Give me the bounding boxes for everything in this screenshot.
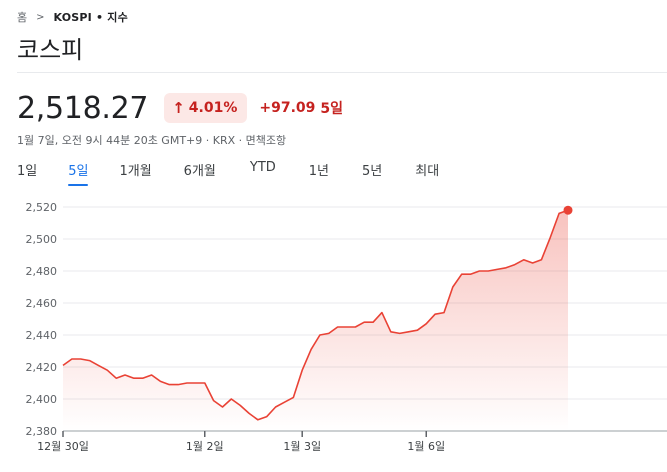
y-tick-label: 2,480 <box>26 265 58 278</box>
price-row: 2,518.27 ↑ 4.01% +97.09 5일 <box>17 88 343 128</box>
y-tick-label: 2,380 <box>26 425 58 438</box>
price-area <box>63 210 568 431</box>
change-absolute: +97.09 <box>259 100 316 116</box>
current-price: 2,518.27 <box>17 90 149 126</box>
page-title: 코스피 <box>17 36 84 64</box>
tab-6m[interactable]: 6개월 <box>183 164 216 179</box>
tab-1m[interactable]: 1개월 <box>119 164 152 179</box>
y-tick-label: 2,400 <box>26 393 58 406</box>
x-tick-label: 1월 6일 <box>407 439 445 453</box>
y-tick-label: 2,440 <box>26 329 58 342</box>
change-period: 5일 <box>320 101 343 117</box>
tab-1d[interactable]: 1일 <box>17 164 38 179</box>
x-tick-label: 1월 3일 <box>283 439 321 453</box>
chevron-right-icon: > <box>36 11 45 23</box>
tab-max[interactable]: 최대 <box>415 164 440 179</box>
breadcrumb-home-link[interactable]: 홈 <box>17 11 28 24</box>
price-chart[interactable]: 2,380 2,400 2,420 2,440 2,460 2,480 2,500 2,520… <box>0 195 667 472</box>
change-percent-badge: ↑ 4.01% <box>164 93 248 123</box>
breadcrumb: 홈 > KOSPI • 지수 <box>17 8 128 26</box>
last-price-marker <box>563 205 573 215</box>
divider <box>17 72 667 73</box>
y-tick-label: 2,420 <box>26 361 58 374</box>
x-tick-label: 1월 2일 <box>186 439 224 453</box>
arrow-up-icon: ↑ <box>172 99 185 117</box>
change-percent: 4.01% <box>188 100 238 116</box>
breadcrumb-current: KOSPI • 지수 <box>53 11 128 24</box>
tab-ytd[interactable]: YTD <box>249 160 276 175</box>
tab-5y[interactable]: 5년 <box>362 164 383 179</box>
tab-1y[interactable]: 1년 <box>308 164 330 179</box>
y-tick-label: 2,520 <box>26 201 58 214</box>
y-tick-label: 2,460 <box>26 297 58 310</box>
price-line <box>62 209 569 421</box>
x-tick-label: 12월 30일 <box>37 439 89 453</box>
quote-meta: 1월 7일, 오전 9시 44분 20초 GMT+9 · KRX · 면책조항 <box>17 134 287 147</box>
range-tabs: 1일 5일 1개월 6개월 YTD 1년 5년 최대 <box>17 158 440 186</box>
tab-5d[interactable]: 5일 <box>68 158 89 186</box>
y-tick-label: 2,500 <box>26 233 58 246</box>
